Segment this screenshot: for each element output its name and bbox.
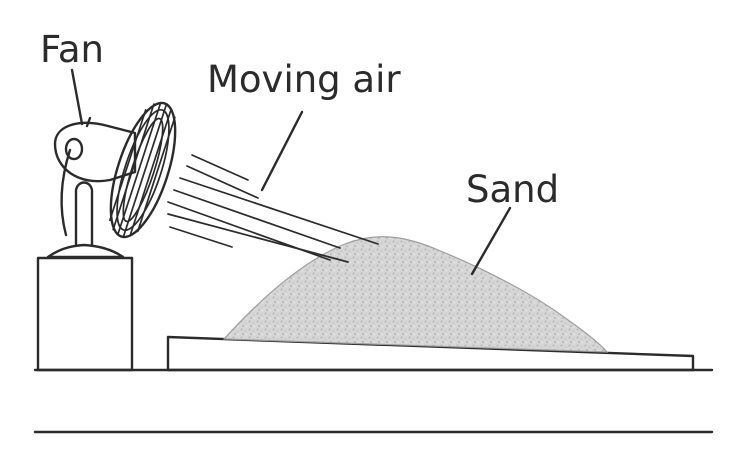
moving-air-lines xyxy=(167,154,379,263)
label-moving-air: Moving air xyxy=(207,58,401,101)
sand-leader-line xyxy=(470,206,512,276)
label-fan: Fan xyxy=(40,28,104,71)
fan-leader-line xyxy=(70,68,84,126)
fan-cord xyxy=(60,148,72,237)
sand-pile xyxy=(222,236,609,353)
fan-guard xyxy=(109,101,177,239)
fan-stand-base xyxy=(46,243,125,259)
moving-air-leader-line xyxy=(260,110,304,192)
fan-stand-post xyxy=(74,181,94,247)
pedestal-block xyxy=(36,256,134,372)
fan-motor-knob xyxy=(64,137,84,161)
label-sand: Sand xyxy=(466,168,559,211)
fan-top-knob xyxy=(85,116,92,128)
fan-motor-housing xyxy=(53,121,137,183)
sand-tray xyxy=(166,335,695,372)
